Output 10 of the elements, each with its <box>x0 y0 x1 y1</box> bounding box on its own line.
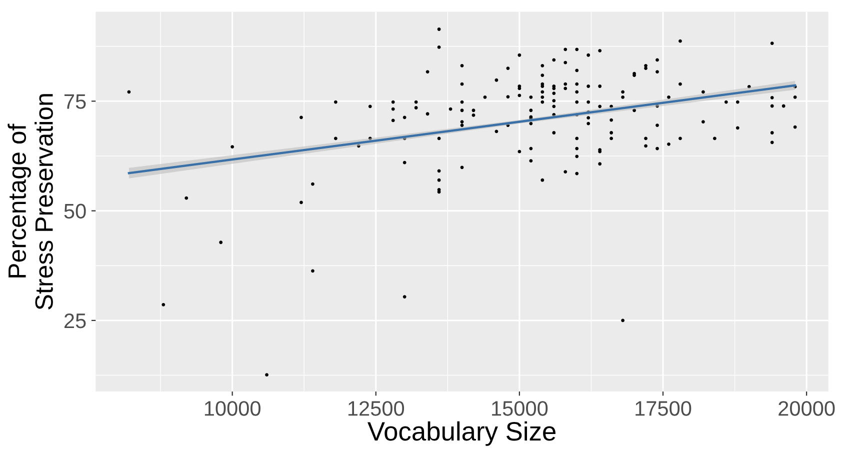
y-tick-label: 75 <box>64 94 86 109</box>
y-tick-label: 50 <box>64 204 86 219</box>
x-tick-label: 15000 <box>492 401 548 416</box>
x-tick-label: 12500 <box>348 401 404 416</box>
x-axis-title: Vocabulary Size <box>368 421 556 446</box>
y-tick-label: 25 <box>64 313 86 328</box>
x-tick-label: 10000 <box>204 401 260 416</box>
x-tick-label: 20000 <box>778 401 835 416</box>
y-axis-title: Percentage of Stress Preservation <box>8 94 53 310</box>
x-tick-label: 17500 <box>636 401 692 416</box>
